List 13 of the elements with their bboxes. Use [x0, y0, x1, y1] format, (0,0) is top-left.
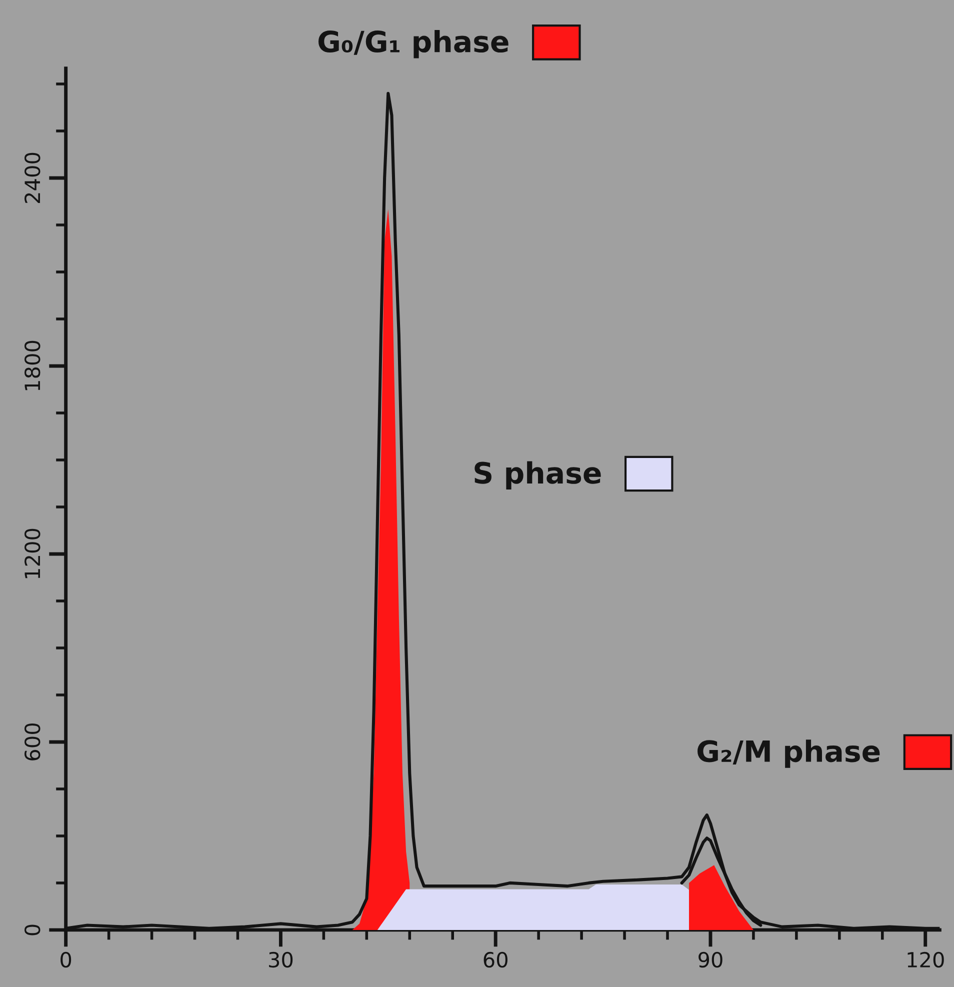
x-tick-label: 90: [698, 952, 722, 968]
y-tick-label: 2400: [24, 152, 40, 203]
x-tick-label: 30: [269, 952, 293, 968]
legend-label: S phase: [474, 461, 601, 490]
y-tick-label: 1200: [24, 528, 40, 578]
y-tick-label: 0: [24, 924, 40, 936]
legend-label: G₀/G₁ phase: [318, 30, 508, 58]
y-tick-label: 600: [24, 723, 40, 760]
x-tick-label: 60: [484, 952, 508, 968]
y-tick-label: 1800: [24, 340, 40, 390]
legend-label: G₂/M phase: [698, 740, 880, 768]
x-tick-label: 120: [908, 952, 944, 968]
x-tick-label: 0: [60, 952, 72, 968]
